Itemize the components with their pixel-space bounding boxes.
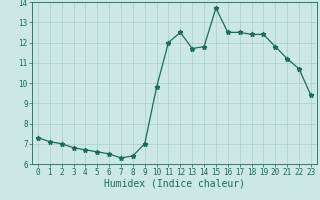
X-axis label: Humidex (Indice chaleur): Humidex (Indice chaleur) [104, 179, 245, 189]
